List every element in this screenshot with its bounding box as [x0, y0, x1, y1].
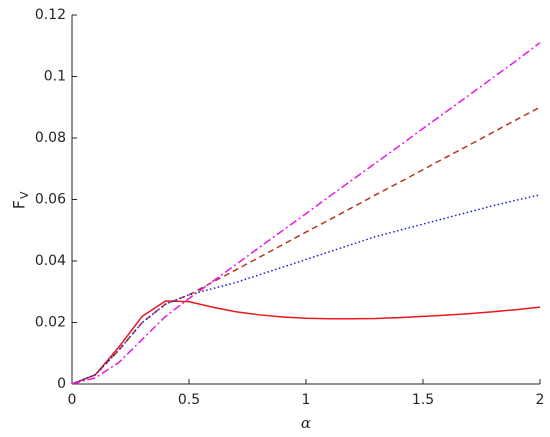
- y-tick-label: 0.02: [35, 315, 66, 331]
- x-tick-label: 0.5: [178, 392, 200, 408]
- line-series: [71, 106, 541, 385]
- x-tick-label: 2: [536, 392, 545, 408]
- y-tick-label: 0.1: [44, 69, 66, 85]
- y-axis-label-subscript: V: [18, 191, 31, 199]
- line-series: [71, 300, 541, 385]
- y-tick-label: 0.04: [35, 253, 66, 269]
- x-tick-label: 1.5: [412, 392, 434, 408]
- x-axis-label: α: [301, 414, 311, 432]
- y-tick-label: 0.12: [35, 7, 66, 23]
- y-tick-label: 0.08: [35, 130, 66, 146]
- x-tick-label: 0: [68, 392, 77, 408]
- y-tick-label: 0: [57, 376, 66, 392]
- y-axis-label: F V: [10, 191, 32, 209]
- line-series: [71, 42, 541, 385]
- y-axis-label-main: F: [10, 200, 29, 209]
- x-tick-label: 1: [302, 392, 311, 408]
- line-series: [71, 194, 541, 385]
- y-tick-label: 0.06: [35, 192, 66, 208]
